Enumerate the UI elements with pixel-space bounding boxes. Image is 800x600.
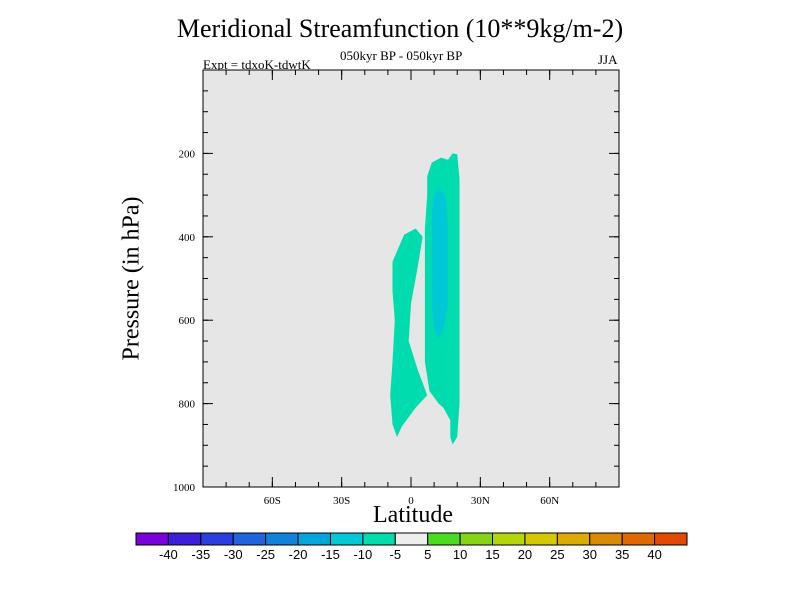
y-tick-label: 200	[179, 148, 196, 160]
colorbar-label: 15	[485, 547, 499, 562]
y-tick-label: 600	[179, 315, 196, 327]
contour-region-cell-nh-inner	[431, 187, 448, 339]
y-tick-label: 1000	[173, 482, 196, 494]
colorbar-label: 5	[424, 547, 431, 562]
colorbar-box	[589, 532, 623, 546]
season-label: JJA	[598, 52, 618, 67]
colorbar-box	[427, 532, 461, 546]
colorbar-box	[459, 532, 494, 546]
colorbar-label: 20	[518, 547, 532, 562]
colorbar-label: 40	[647, 547, 661, 562]
colorbar-label: 30	[583, 547, 597, 562]
y-tick-label: 800	[179, 399, 196, 411]
colorbar-box	[135, 532, 169, 546]
chart-subtitle: 050kyr BP - 050kyr BP	[340, 48, 463, 63]
colorbar-box	[232, 532, 267, 546]
x-tick-label: 60S	[264, 495, 281, 507]
colorbar-box	[556, 532, 591, 546]
colorbar-box	[394, 532, 429, 546]
y-axis-label: Pressure (in hPa)	[118, 196, 145, 361]
y-tick-label: 400	[179, 232, 196, 244]
colorbar-box	[167, 532, 202, 546]
colorbar-box	[524, 532, 558, 546]
x-tick-label: 0	[408, 495, 414, 507]
experiment-label: Expt = tdxoK-tdwtK	[203, 57, 311, 72]
colorbar-label: -25	[256, 547, 275, 562]
x-tick-label: 30S	[333, 495, 350, 507]
colorbar-label: 25	[550, 547, 564, 562]
colorbar-box	[621, 532, 656, 546]
colorbar-box	[329, 532, 364, 546]
colorbar-box	[492, 532, 526, 546]
colorbar-label: 35	[615, 547, 629, 562]
colorbar-label: -10	[353, 547, 372, 562]
contour-region-cell-sh	[390, 228, 428, 437]
x-tick-label: 30N	[471, 495, 490, 507]
colorbar-label: -30	[224, 547, 243, 562]
x-tick-label: 60N	[540, 495, 559, 507]
colorbar-label: -35	[191, 547, 210, 562]
chart-title: Meridional Streamfunction (10**9kg/m-2)	[176, 14, 624, 43]
colorbar-box	[654, 532, 688, 546]
colorbar-label: -40	[159, 547, 178, 562]
x-axis-label: Latitude	[373, 502, 453, 528]
colorbar-label: -15	[321, 547, 340, 562]
colorbar-label: 10	[453, 547, 467, 562]
colorbar-label: -5	[390, 547, 402, 562]
colorbar-box	[200, 532, 234, 546]
colorbar-label: -20	[289, 547, 308, 562]
colorbar-box	[362, 532, 396, 546]
colorbar-box	[297, 532, 331, 546]
colorbar-box	[265, 532, 299, 546]
